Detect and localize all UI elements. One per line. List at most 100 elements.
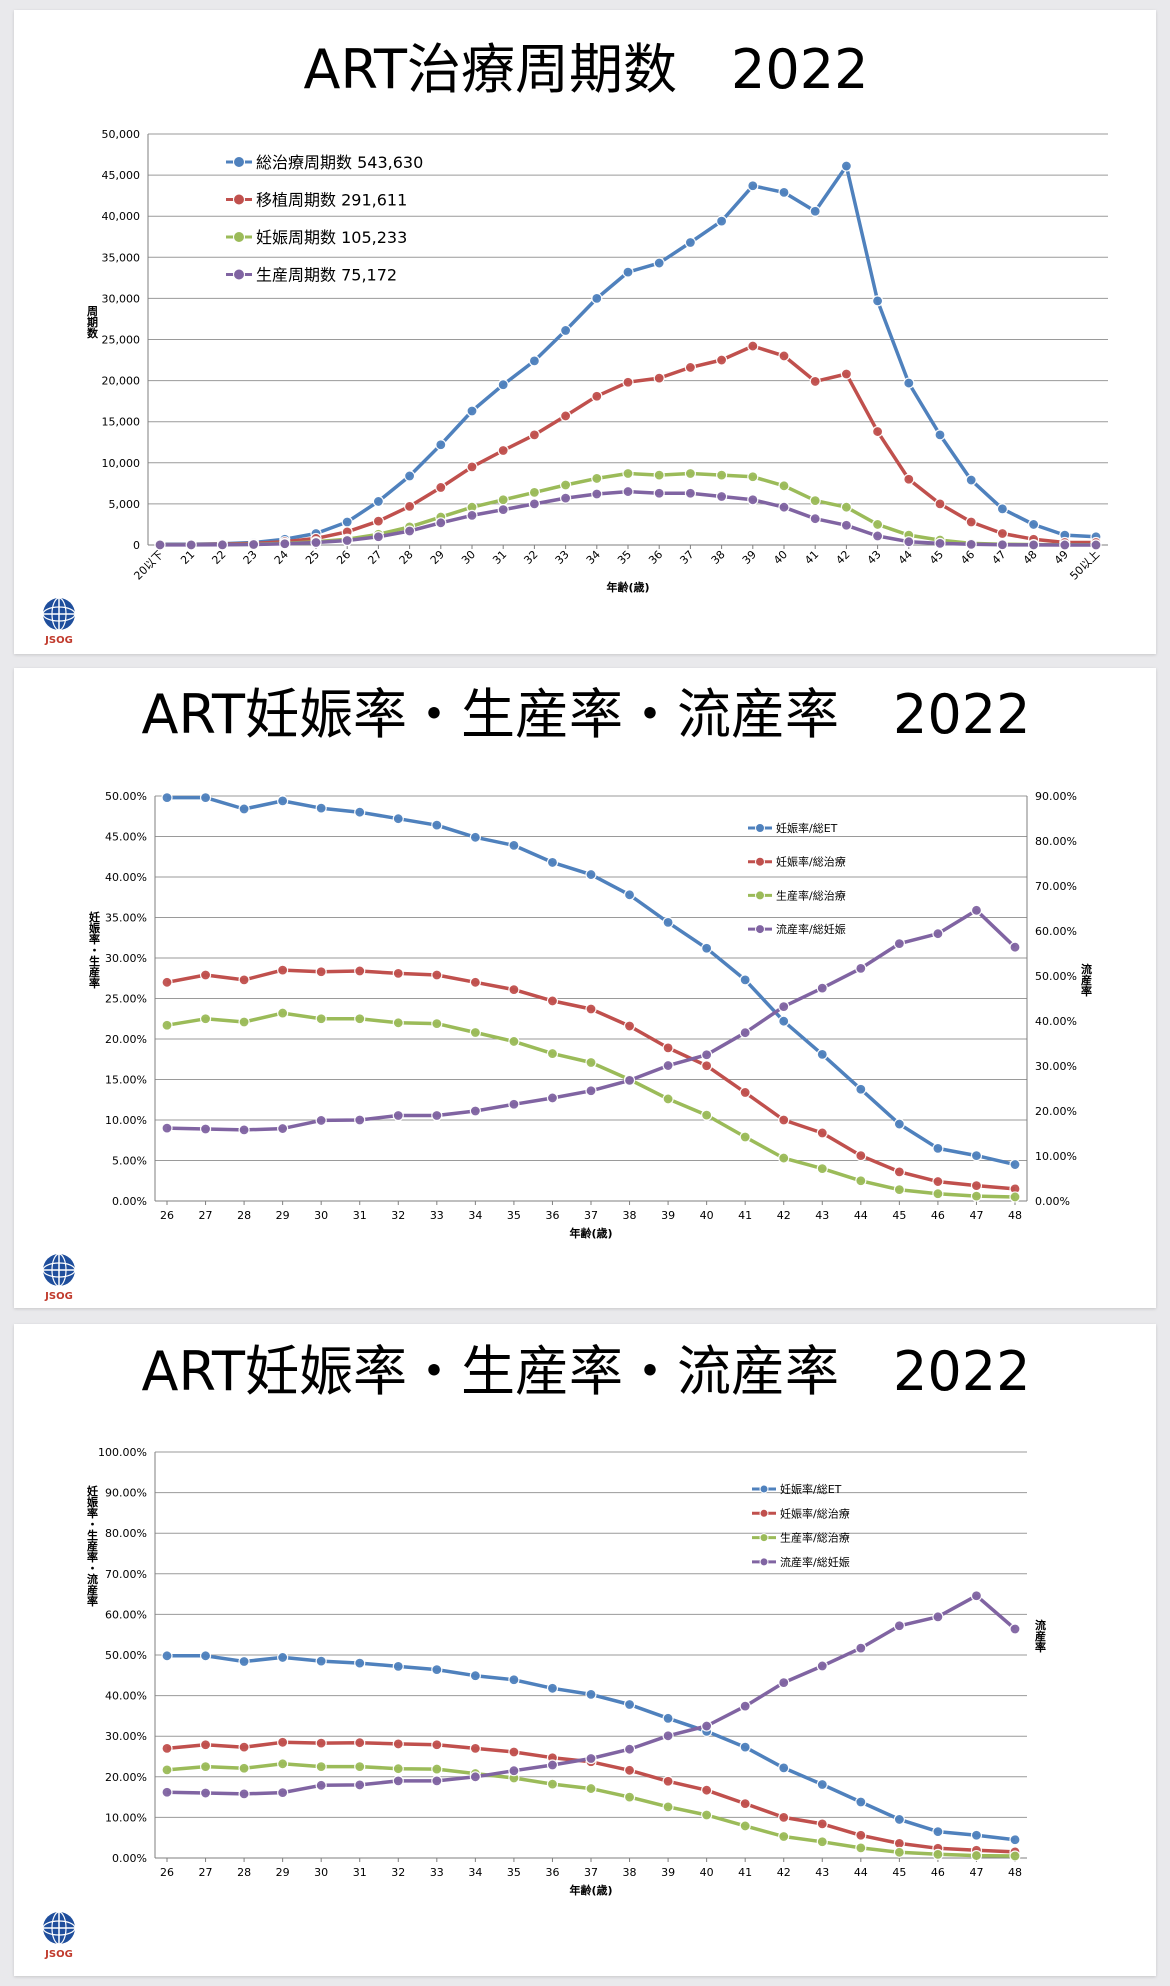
x-tick-label: 27 <box>365 548 384 567</box>
data-point <box>970 1829 983 1841</box>
data-point <box>701 1784 713 1796</box>
data-point <box>1027 539 1040 551</box>
y-tick-label: 25,000 <box>102 334 141 347</box>
data-point <box>392 1763 404 1775</box>
data-point <box>715 215 728 227</box>
data-point <box>653 257 665 269</box>
data-point <box>392 1775 404 1787</box>
y-axis-label: 周期数 <box>86 305 99 339</box>
data-point <box>809 513 821 525</box>
y-tick-label: 0 <box>133 539 140 552</box>
data-point <box>431 1763 443 1775</box>
y-tick-label: 5.00% <box>112 1155 147 1168</box>
data-point <box>315 1655 327 1667</box>
data-point <box>932 1848 944 1860</box>
data-point <box>778 1677 790 1689</box>
x-tick-label: 26 <box>160 1866 174 1879</box>
x-tick-label: 28 <box>237 1866 251 1879</box>
data-point <box>238 974 250 986</box>
data-point <box>701 1809 713 1821</box>
data-point <box>508 1098 520 1110</box>
data-point <box>161 792 173 804</box>
data-point <box>778 1015 790 1027</box>
data-point <box>161 1122 173 1134</box>
data-point <box>809 495 821 507</box>
data-point <box>970 904 983 916</box>
data-point <box>855 1796 867 1808</box>
x-tick-label: 38 <box>709 548 728 567</box>
x-tick-label: 34 <box>468 1209 482 1222</box>
x-tick-label: 33 <box>553 548 572 567</box>
series-line <box>167 795 1016 1167</box>
data-point <box>903 536 915 548</box>
data-point <box>855 962 867 974</box>
data-point <box>354 1737 366 1749</box>
legend-swatch-marker <box>233 231 245 243</box>
data-point <box>469 1771 481 1783</box>
data-point <box>739 1741 751 1753</box>
x-tick-label: 28 <box>397 548 416 567</box>
x-tick-label: 37 <box>584 1209 598 1222</box>
data-point <box>277 1787 289 1799</box>
data-point <box>392 1017 404 1029</box>
data-point <box>778 1830 790 1843</box>
logo-text: JSOG <box>44 1949 73 1960</box>
data-point <box>392 813 404 825</box>
x-tick-label: 37 <box>677 548 696 567</box>
data-point <box>546 1682 559 1694</box>
legend-entry: 流産率/総妊娠 <box>780 1555 850 1569</box>
y-tick-label: 45,000 <box>102 169 141 182</box>
data-point <box>354 806 366 818</box>
x-tick-label: 43 <box>865 548 884 567</box>
x-tick-label: 37 <box>584 1866 598 1879</box>
data-point <box>216 539 228 551</box>
y-tick-label: 45.00% <box>105 831 147 844</box>
legend-swatch-marker <box>755 856 765 867</box>
data-point <box>622 485 634 498</box>
data-point <box>199 1787 212 1799</box>
data-point <box>739 1086 751 1099</box>
data-point <box>932 1142 944 1154</box>
data-point <box>739 974 751 986</box>
y-tick-label: 30.00% <box>105 952 147 965</box>
data-point <box>435 439 447 451</box>
data-point <box>747 340 759 352</box>
data-point <box>622 266 634 278</box>
y-tick-label: 15,000 <box>102 416 141 429</box>
data-point <box>1009 1834 1021 1846</box>
chart-cycles: ART治療周期数 2022 0 5,000 10,000 15,000 20,000 25,… <box>42 38 1108 646</box>
data-point <box>238 1762 250 1774</box>
x-tick-label: 44 <box>854 1866 868 1879</box>
data-point <box>662 916 674 928</box>
y2-tick-label: 60.00% <box>1035 925 1077 938</box>
data-point <box>528 355 541 367</box>
data-point <box>354 1114 366 1126</box>
data-point <box>435 517 447 529</box>
data-point <box>431 1739 443 1751</box>
data-point <box>840 160 853 172</box>
data-point <box>816 1048 828 1060</box>
data-point <box>277 964 289 976</box>
x-tick-label: 39 <box>740 548 759 567</box>
data-point <box>778 1762 790 1774</box>
x-tick-label: 21 <box>178 548 197 567</box>
data-point <box>816 982 828 994</box>
y-tick-label: 15.00% <box>105 1074 147 1087</box>
data-point <box>354 1779 366 1791</box>
data-point <box>392 1738 404 1750</box>
legend-entry: 妊娠率/総ET <box>776 821 838 835</box>
data-point <box>816 1836 828 1848</box>
x-tick-label: 26 <box>160 1209 174 1222</box>
data-point <box>585 1003 597 1015</box>
data-point <box>404 470 416 482</box>
data-point <box>932 1611 944 1623</box>
x-tick-label: 50以上 <box>1067 548 1102 583</box>
x-tick-label: 41 <box>802 548 821 567</box>
data-point <box>893 1620 905 1632</box>
data-point <box>372 531 384 543</box>
data-point <box>934 498 946 510</box>
x-axis-label: 年齢(歳) <box>569 1226 612 1240</box>
data-point <box>970 1150 983 1162</box>
data-point <box>871 295 884 307</box>
data-point <box>778 1152 790 1164</box>
